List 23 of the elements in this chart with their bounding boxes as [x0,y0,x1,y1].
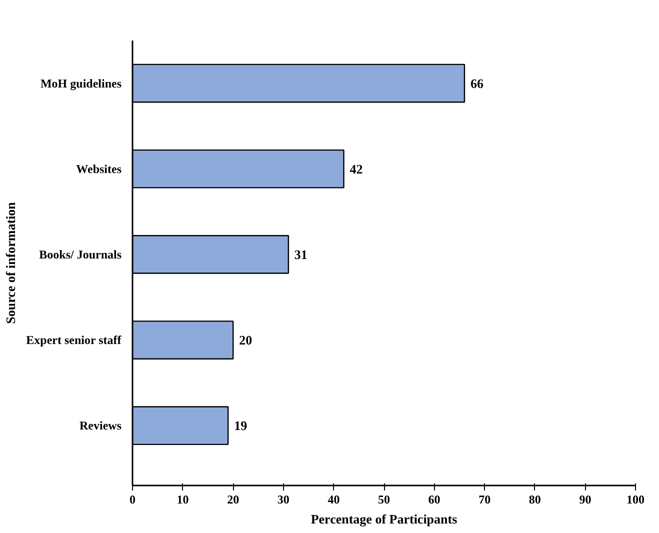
x-tick-label: 100 [626,492,644,506]
data-label: 31 [294,246,308,262]
x-tick-label: 10 [176,492,189,506]
x-tick-label: 60 [428,492,440,506]
data-label: 20 [239,332,252,348]
data-label: 19 [234,418,248,434]
data-label: 42 [350,161,363,176]
x-tick-label: 90 [579,492,592,506]
y-axis-title: Source of information [3,201,18,324]
x-axis-title: Percentage of Participants [310,512,458,526]
y-tick-label: Reviews [80,418,122,433]
x-tick-label: 50 [378,492,390,506]
x-tick-label: 40 [328,492,340,506]
y-tick-label: Books/ Journals [39,247,122,262]
x-tick-label: 20 [227,492,240,506]
y-tick-label: Websites [76,162,122,176]
x-tick-label: 80 [528,492,541,506]
x-tick-label: 30 [277,492,290,506]
x-tick-label: 0 [130,492,136,506]
y-tick-label: MoH guidelines [40,76,122,90]
data-label: 66 [470,76,484,91]
y-tick-label: Expert senior staff [26,333,122,348]
x-tick-label: 70 [478,492,491,506]
